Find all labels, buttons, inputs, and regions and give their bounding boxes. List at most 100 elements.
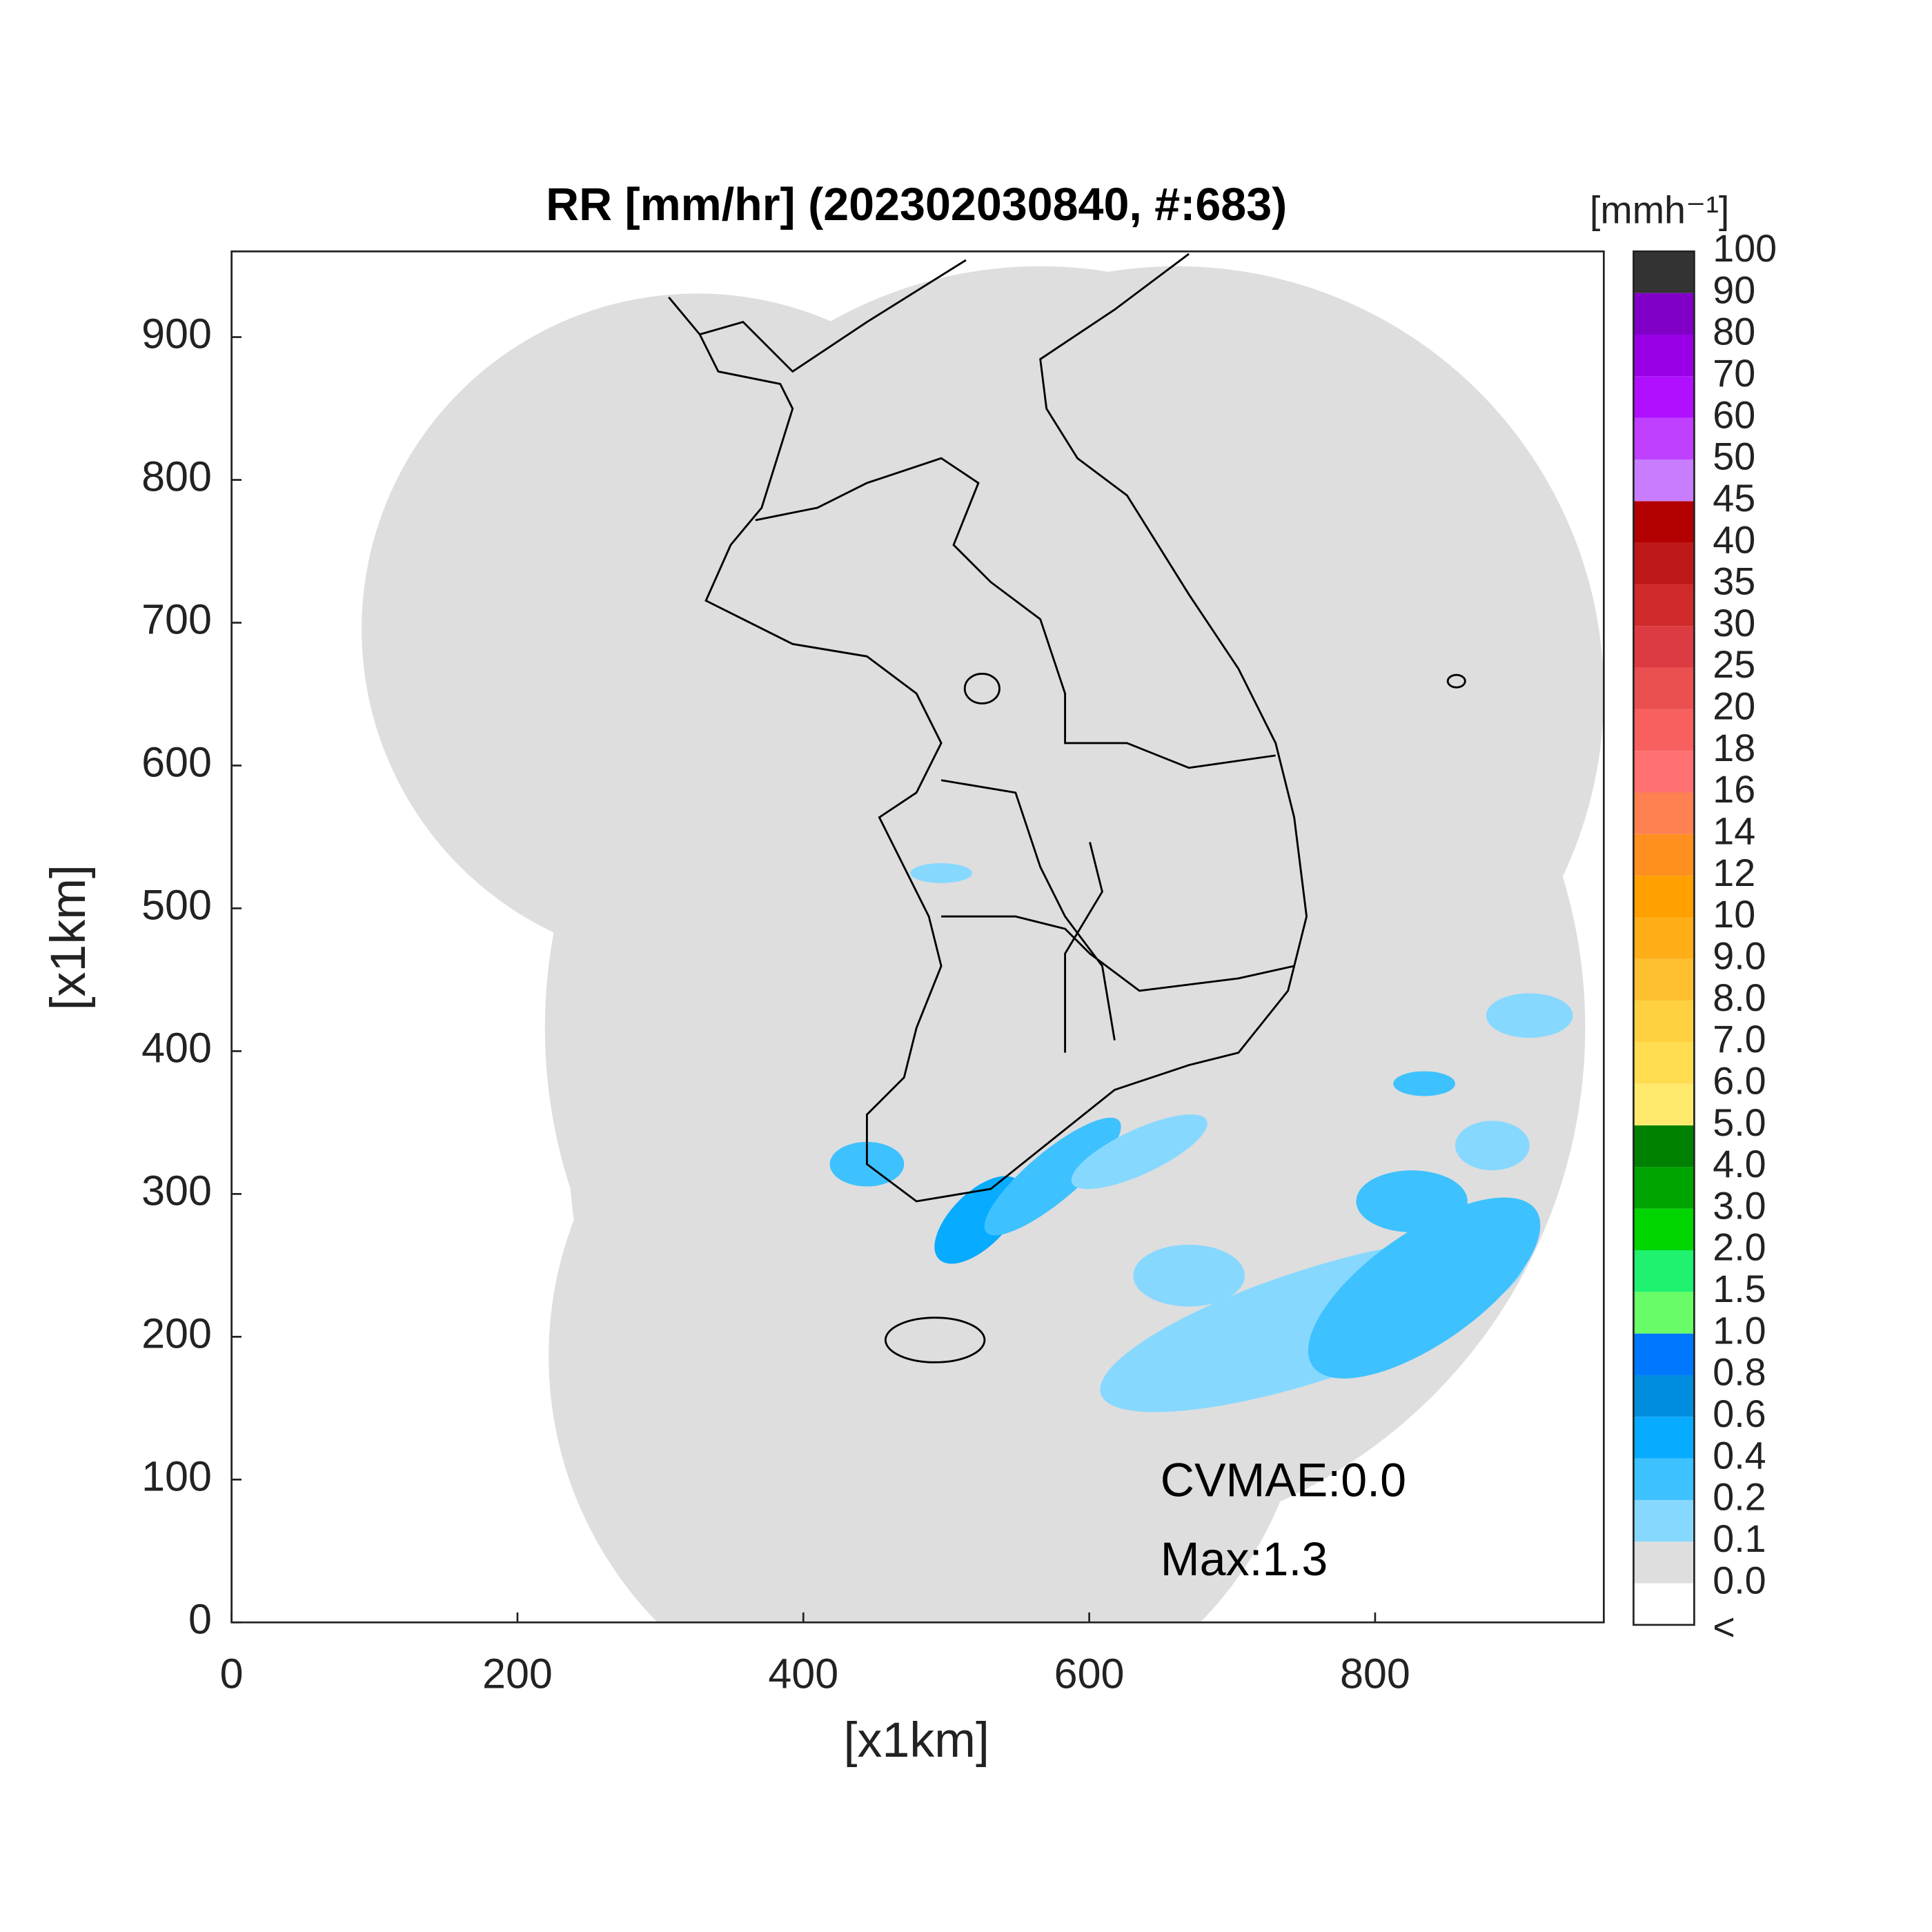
colorbar-tick-label: 35 [1713, 560, 1755, 603]
colorbar-tick-label: 2.0 [1713, 1226, 1766, 1269]
city [963, 672, 1000, 704]
colorbar-box [1633, 1167, 1695, 1209]
border [941, 915, 1294, 992]
colorbar-box [1633, 1374, 1695, 1417]
colorbar-box [1633, 1042, 1695, 1084]
y-tick-label: 100 [141, 1452, 212, 1499]
colorbar-box [1633, 542, 1695, 584]
x-tick-label: 200 [482, 1650, 553, 1697]
colorbar-tick-label: 12 [1713, 851, 1755, 894]
colorbar-box [1633, 1125, 1695, 1167]
rain-area [1486, 993, 1573, 1038]
colorbar-box [1633, 1583, 1695, 1625]
colorbar-box [1633, 459, 1695, 502]
rain-area [1071, 1114, 1208, 1190]
colorbar-frame [1633, 250, 1695, 1626]
colorbar-tick-label: 60 [1713, 393, 1755, 436]
border [1064, 842, 1103, 1053]
rain-area [1356, 1170, 1468, 1232]
y-tick-label: 0 [188, 1595, 212, 1642]
colorbar-box [1633, 1541, 1695, 1584]
colorbar-box [1633, 501, 1695, 543]
colorbar-tick-label: 7.0 [1713, 1018, 1766, 1061]
colorbar-box [1633, 293, 1695, 335]
x-axis-label: [x1km] [844, 1713, 989, 1768]
colorbar-tick-label: 0.6 [1713, 1392, 1766, 1435]
colorbar-tick-label: 20 [1713, 685, 1755, 728]
colorbar-tick-label: 8.0 [1713, 976, 1766, 1019]
colorbar-tick-label: 90 [1713, 268, 1755, 311]
y-tick-label: 600 [141, 739, 212, 786]
y-tick-label: 700 [141, 596, 212, 643]
colorbar-tick-label: 80 [1713, 310, 1755, 353]
annotation: CVMAE:0.0 [1161, 1454, 1406, 1506]
colorbar-tick-label: 50 [1713, 435, 1755, 478]
colorbar-tick-label: 14 [1713, 810, 1755, 853]
rain-area [1308, 1197, 1541, 1379]
colorbar-tick-label: 70 [1713, 352, 1755, 395]
colorbar-tick-label: 25 [1713, 643, 1755, 686]
colorbar-box [1633, 1292, 1695, 1334]
colorbar-box [1633, 417, 1695, 460]
x-tick-label: 800 [1340, 1650, 1410, 1697]
colorbar-tick-label: 100 [1713, 227, 1777, 270]
radar-coverage [362, 266, 1604, 1623]
colorbar-box [1633, 958, 1695, 1001]
chart-title: RR [mm/hr] (202302030840, #:683) [546, 179, 1287, 230]
y-tick-label: 800 [141, 453, 212, 500]
colorbar-tick-label: 16 [1713, 768, 1755, 811]
colorbar-tick-label: 10 [1713, 893, 1755, 936]
colorbar-tick-label: 40 [1713, 518, 1755, 561]
precipitation [829, 863, 1573, 1412]
colorbar-box [1633, 251, 1695, 293]
colorbar-tick-label: 0.1 [1713, 1517, 1766, 1560]
border [755, 457, 1276, 769]
rain-area [1393, 1071, 1455, 1096]
colorbar-tick-label: 30 [1713, 602, 1755, 644]
colorbar-box [1633, 1250, 1695, 1292]
x-tick-label: 600 [1054, 1650, 1125, 1697]
colorbar-box [1633, 792, 1695, 834]
border [699, 259, 967, 373]
colorbar-tick-label: 1.0 [1713, 1309, 1766, 1352]
colorbar-tick-label: 45 [1713, 477, 1755, 520]
border [940, 779, 1116, 1041]
colorbar-box [1633, 876, 1695, 918]
x-tick-label: 0 [220, 1650, 244, 1697]
colorbar-box [1633, 626, 1695, 668]
colorbar-tick-label: 1.5 [1713, 1268, 1766, 1310]
colorbar-box [1633, 1208, 1695, 1251]
y-tick-label: 300 [141, 1167, 212, 1214]
colorbar-label: [mmh⁻¹] [1590, 188, 1729, 231]
colorbar-box [1633, 917, 1695, 959]
colorbar-box [1633, 584, 1695, 627]
y-tick-label: 900 [141, 310, 212, 357]
y-tick-label: 200 [141, 1310, 212, 1357]
rain-area [1455, 1121, 1530, 1171]
colorbar-tick-label: 4.0 [1713, 1143, 1766, 1185]
colorbar-box [1633, 1417, 1695, 1459]
colorbar-tick-label: 0.2 [1713, 1476, 1766, 1519]
colorbar-tick-label: 0.8 [1713, 1351, 1766, 1394]
colorbar-box [1633, 1333, 1695, 1375]
coast [668, 253, 1308, 1203]
annotation: Max:1.3 [1161, 1533, 1328, 1586]
island [1446, 673, 1466, 689]
colorbar-tick-label: < [1713, 1606, 1735, 1648]
colorbar-box [1633, 1000, 1695, 1043]
plot-frame [230, 250, 1605, 1624]
x-tick-label: 400 [768, 1650, 838, 1697]
colorbar-box [1633, 834, 1695, 876]
colorbar-box [1633, 709, 1695, 751]
colorbar-box [1633, 1083, 1695, 1126]
colorbar-tick-label: 3.0 [1713, 1184, 1766, 1227]
colorbar-tick-label: 0.0 [1713, 1559, 1766, 1601]
colorbar-box [1633, 376, 1695, 418]
coastline [668, 253, 1466, 1363]
island [884, 1317, 986, 1363]
colorbar-box [1633, 1458, 1695, 1500]
colorbar-box [1633, 334, 1695, 377]
colorbar-tick-label: 18 [1713, 727, 1755, 769]
colorbar-tick-label: 6.0 [1713, 1059, 1766, 1102]
